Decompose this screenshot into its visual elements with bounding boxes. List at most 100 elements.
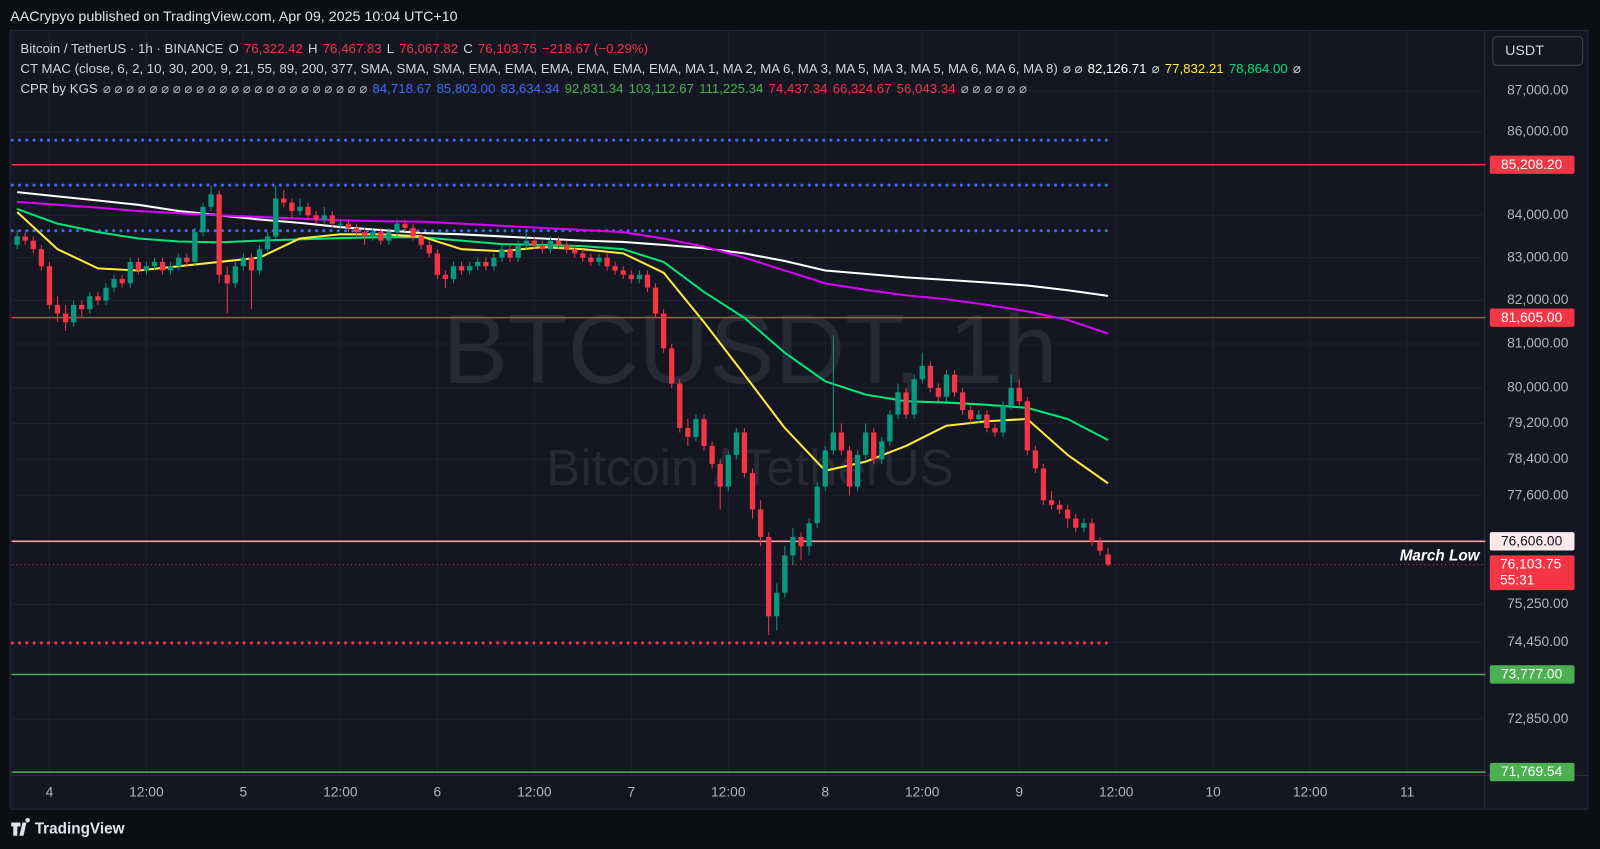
candle-body bbox=[1073, 518, 1079, 528]
legend-item: 74,437.34 bbox=[769, 80, 828, 95]
y-tick-label: 79,200.00 bbox=[1507, 415, 1569, 430]
candle-body bbox=[458, 266, 465, 271]
legend-item: 85,803.00 bbox=[436, 80, 495, 95]
candle-body bbox=[588, 257, 594, 262]
candle-body bbox=[159, 261, 166, 271]
moving-average bbox=[16, 208, 1109, 441]
candle-body bbox=[636, 274, 643, 280]
candle-body bbox=[329, 215, 335, 224]
candle-body bbox=[531, 240, 537, 245]
candle-body bbox=[345, 223, 352, 228]
legend-item: C bbox=[463, 40, 473, 55]
y-tick-label: 87,000.00 bbox=[1507, 83, 1569, 98]
candle-body bbox=[1081, 523, 1087, 528]
candle-body bbox=[790, 536, 796, 556]
candle-body bbox=[895, 392, 901, 415]
currency-button-box[interactable] bbox=[1492, 36, 1584, 66]
y-tick-label: 75,250.00 bbox=[1507, 596, 1569, 611]
last-price-label: 76,103.75 bbox=[1500, 557, 1562, 572]
legend-item: 56,043.34 bbox=[897, 80, 956, 95]
legend-item: −218.67 (−0.29%) bbox=[542, 40, 648, 55]
candle-body bbox=[838, 432, 845, 451]
level-label: 85,208.20 bbox=[1501, 157, 1563, 172]
candle-body bbox=[984, 414, 990, 428]
candle-body bbox=[951, 374, 958, 393]
legend-item: 77,832.21 bbox=[1165, 60, 1224, 75]
candle-body bbox=[14, 236, 20, 245]
y-tick-label: 82,000.00 bbox=[1507, 292, 1569, 307]
y-tick-label: 74,450.00 bbox=[1507, 634, 1569, 649]
level-label-box bbox=[1489, 308, 1575, 327]
candle-body bbox=[935, 387, 942, 397]
candle-body bbox=[943, 374, 950, 397]
y-tick-label: 80,000.00 bbox=[1507, 380, 1569, 395]
currency-button[interactable]: USDT bbox=[1492, 36, 1584, 66]
x-tick-label: 12:00 bbox=[323, 785, 358, 800]
candle-body bbox=[903, 392, 909, 415]
candle-body bbox=[814, 486, 820, 524]
candle-body bbox=[127, 261, 133, 284]
candle-body bbox=[176, 257, 182, 267]
candle-body bbox=[701, 419, 707, 446]
candle-body bbox=[766, 536, 772, 617]
candle-body bbox=[741, 432, 748, 473]
candle-body bbox=[410, 227, 416, 237]
candle-body bbox=[539, 244, 546, 250]
legend-item: O bbox=[229, 40, 239, 55]
x-tick-label: 9 bbox=[1015, 785, 1023, 800]
legend-line: Bitcoin / TetherUS · 1h · BINANCE O 76,322… bbox=[20, 40, 648, 55]
candle-body bbox=[669, 348, 675, 384]
candle-body bbox=[337, 223, 344, 225]
candle-body bbox=[717, 463, 723, 487]
currency-button-label[interactable]: USDT bbox=[1505, 43, 1544, 59]
candle-body bbox=[806, 523, 812, 547]
legend-item: 83,634.34 bbox=[501, 80, 560, 95]
candle-body bbox=[580, 253, 586, 258]
legend-line: CPR by KGS ⌀ ⌀ ⌀ ⌀ ⌀ ⌀ ⌀ ⌀ ⌀ ⌀ ⌀ ⌀ ⌀ ⌀ ⌀ … bbox=[20, 80, 1027, 95]
x-tick-label: 10 bbox=[1205, 785, 1221, 800]
candle-body bbox=[677, 383, 683, 428]
candle-body bbox=[491, 257, 497, 267]
x-tick-label: 5 bbox=[240, 785, 248, 800]
candle-body bbox=[798, 536, 804, 547]
candle-body bbox=[968, 410, 974, 420]
y-tick-label: 72,850.00 bbox=[1507, 711, 1569, 726]
candle-body bbox=[499, 249, 505, 258]
level-note: March Low bbox=[1400, 548, 1481, 565]
candle-body bbox=[1032, 450, 1039, 469]
candle-body bbox=[208, 194, 214, 207]
candle-body bbox=[62, 313, 69, 323]
legend-item: CT MAC (close, 6, 2, 10, 30, 200, 9, 21,… bbox=[20, 60, 1057, 75]
candle-body bbox=[1105, 554, 1111, 565]
watermark: BTCUSDT, 1h bbox=[443, 294, 1058, 404]
candle-body bbox=[612, 266, 618, 271]
candle-body bbox=[887, 414, 893, 442]
legend-line: CT MAC (close, 6, 2, 10, 30, 200, 9, 21,… bbox=[20, 60, 1300, 75]
candle-body bbox=[523, 240, 529, 245]
legend-item: ⌀ ⌀ ⌀ ⌀ ⌀ ⌀ ⌀ ⌀ ⌀ ⌀ ⌀ ⌀ ⌀ ⌀ ⌀ ⌀ ⌀ ⌀ ⌀ ⌀ … bbox=[103, 80, 367, 95]
candle-body bbox=[71, 304, 77, 323]
candle-body bbox=[725, 454, 731, 487]
candle-body bbox=[846, 450, 853, 487]
candle-body bbox=[143, 266, 150, 271]
legend-item: 84,718.67 bbox=[372, 80, 431, 95]
candle-body bbox=[361, 232, 368, 237]
candle-body bbox=[830, 432, 836, 451]
candle-body bbox=[38, 249, 44, 267]
level-label: 73,777.00 bbox=[1501, 667, 1563, 682]
candle-body bbox=[394, 223, 400, 233]
candle-body bbox=[1097, 541, 1103, 551]
chart-panel bbox=[9, 30, 1589, 810]
last-price-box bbox=[1489, 555, 1575, 591]
legend-item: 103,112.67 bbox=[629, 80, 694, 95]
published-line: AACrypyo published on TradingView.com, A… bbox=[10, 9, 457, 25]
candle-body bbox=[232, 266, 238, 284]
y-tick-label: 84,000.00 bbox=[1507, 207, 1569, 222]
candle-body bbox=[418, 236, 424, 245]
legend-item: 76,322.42 bbox=[244, 40, 303, 55]
candle-body bbox=[1056, 504, 1063, 510]
x-tick-label: 12:00 bbox=[517, 785, 552, 800]
legend-item: ⌀ bbox=[1152, 60, 1160, 75]
candle-body bbox=[927, 365, 933, 388]
